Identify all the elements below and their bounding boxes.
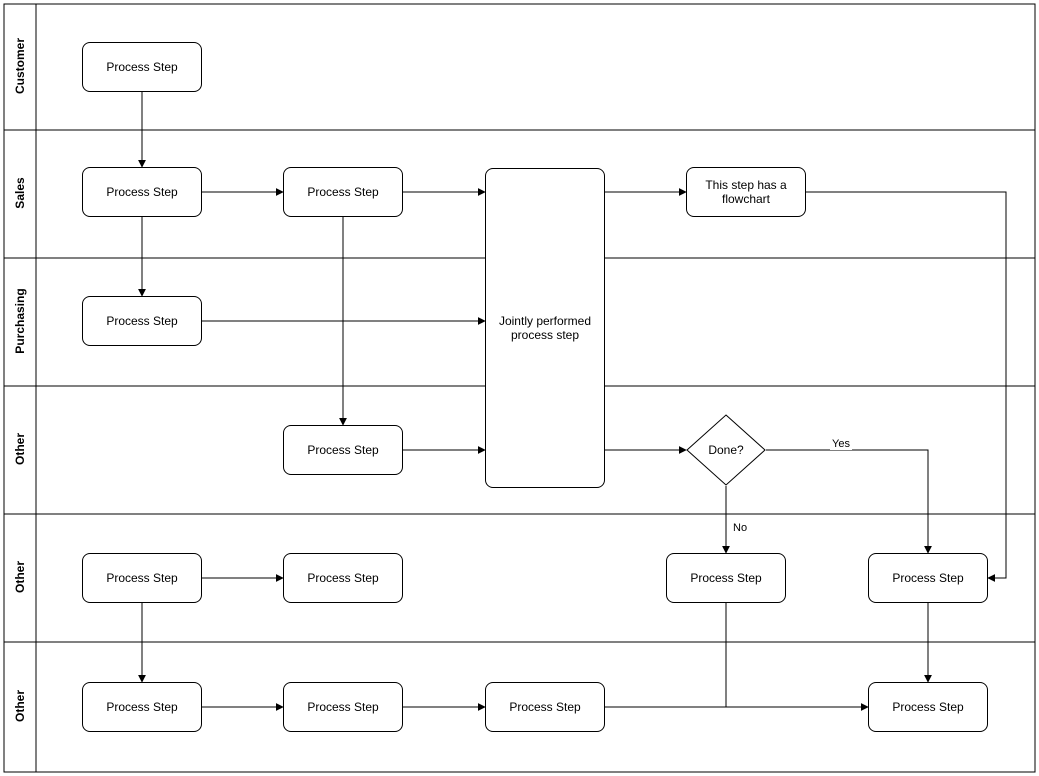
lane-label-other3: Other — [13, 646, 27, 766]
lane-label-customer: Customer — [13, 6, 27, 126]
process-n2: Process Step — [82, 167, 202, 217]
decision-n8: Done? — [686, 414, 766, 486]
process-n3: Process Step — [283, 167, 403, 217]
process-n11: Process Step — [666, 553, 786, 603]
process-n15: Process Step — [485, 682, 605, 732]
process-n14: Process Step — [283, 682, 403, 732]
decision-label-n8: Done? — [686, 414, 766, 486]
edge-n8-n12 — [766, 450, 928, 553]
lane-label-other2: Other — [13, 517, 27, 637]
lane-label-sales: Sales — [13, 133, 27, 253]
process-n13: Process Step — [82, 682, 202, 732]
edge-n5-n12 — [806, 192, 1006, 578]
process-n10: Process Step — [283, 553, 403, 603]
swimlane-diagram: Customer Sales Purchasing Other Other Other Pr… — [0, 0, 1039, 776]
lane-label-other1: Other — [13, 389, 27, 509]
process-n9: Process Step — [82, 553, 202, 603]
edge-label-n8-n12: Yes — [830, 438, 852, 450]
process-n6: Process Step — [82, 296, 202, 346]
process-n12: Process Step — [868, 553, 988, 603]
process-n16: Process Step — [868, 682, 988, 732]
process-n4: Jointly performed process step — [485, 168, 605, 488]
lane-label-purchasing: Purchasing — [13, 261, 27, 381]
edge-label-n8-n11: No — [731, 522, 749, 534]
process-n5: This step has a flowchart — [686, 167, 806, 217]
process-n7: Process Step — [283, 425, 403, 475]
process-n1: Process Step — [82, 42, 202, 92]
